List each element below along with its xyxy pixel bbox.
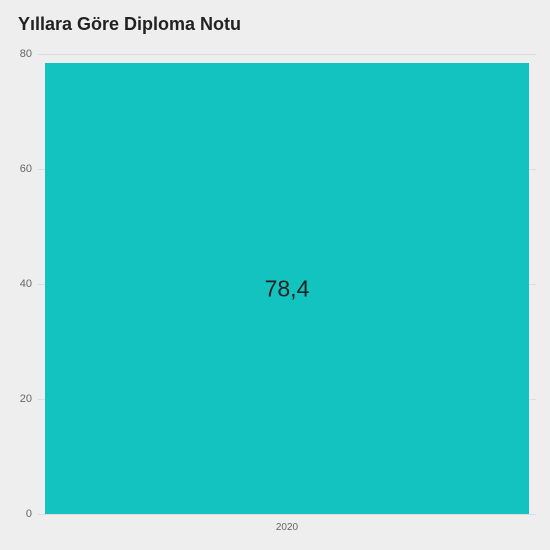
chart-container: Yıllara Göre Diploma Notu 02040608078,42… — [0, 0, 550, 550]
y-tick-label: 60 — [20, 163, 32, 175]
bar: 78,4 — [45, 63, 528, 514]
x-tick-label: 2020 — [276, 522, 298, 533]
grid-line — [38, 54, 536, 55]
y-tick-label: 80 — [20, 48, 32, 60]
grid-line — [38, 514, 536, 515]
y-tick-label: 0 — [26, 508, 32, 520]
plot-area: 02040608078,42020 — [38, 54, 536, 514]
y-tick-label: 20 — [20, 393, 32, 405]
y-tick-label: 40 — [20, 278, 32, 290]
chart-title: Yıllara Göre Diploma Notu — [18, 14, 241, 35]
bar-value-label: 78,4 — [265, 275, 310, 302]
